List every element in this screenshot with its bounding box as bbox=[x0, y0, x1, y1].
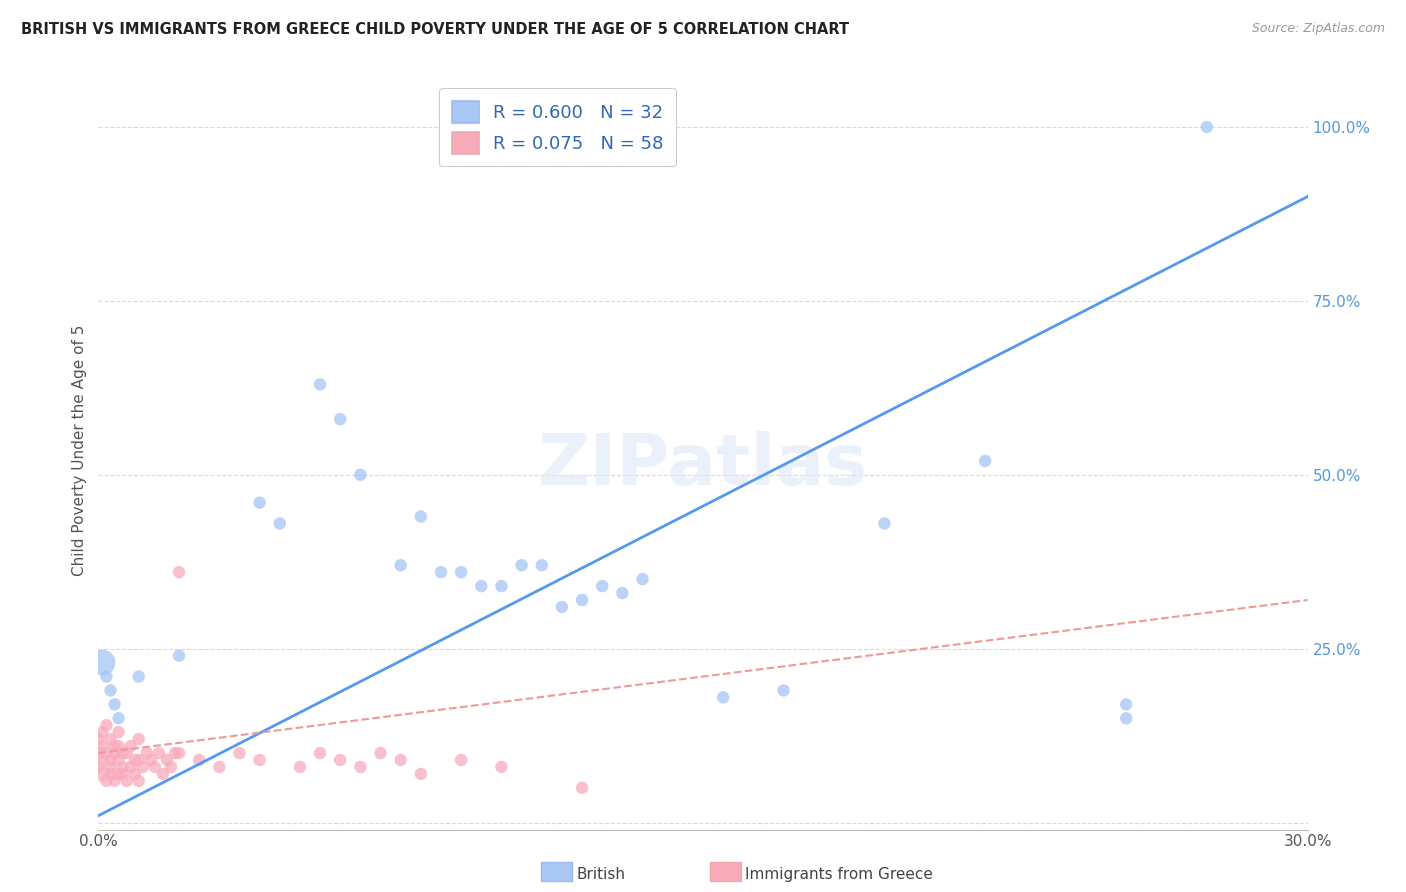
Text: Source: ZipAtlas.com: Source: ZipAtlas.com bbox=[1251, 22, 1385, 36]
Point bbox=[612, 586, 634, 600]
Point bbox=[96, 746, 118, 760]
Point bbox=[349, 467, 371, 482]
Point bbox=[430, 565, 453, 579]
Point bbox=[450, 565, 472, 579]
Point bbox=[111, 767, 134, 781]
Point bbox=[128, 732, 150, 747]
Point bbox=[772, 683, 794, 698]
Point bbox=[167, 746, 190, 760]
Point bbox=[128, 773, 150, 788]
Point bbox=[571, 780, 593, 795]
Point bbox=[128, 753, 150, 767]
Point bbox=[107, 725, 129, 739]
Point bbox=[329, 753, 352, 767]
Point bbox=[87, 760, 110, 774]
Point bbox=[873, 516, 896, 531]
Point bbox=[107, 739, 129, 753]
Point bbox=[135, 746, 157, 760]
Point bbox=[510, 558, 533, 573]
Point bbox=[450, 753, 472, 767]
Point bbox=[107, 753, 129, 767]
Point bbox=[103, 739, 125, 753]
Point bbox=[329, 412, 352, 426]
Point bbox=[120, 739, 142, 753]
Point bbox=[269, 516, 291, 531]
Text: Immigrants from Greece: Immigrants from Greece bbox=[745, 867, 934, 881]
Point bbox=[91, 656, 114, 670]
Point bbox=[1195, 120, 1218, 134]
Point bbox=[96, 669, 118, 683]
Point bbox=[409, 767, 432, 781]
Point bbox=[100, 683, 122, 698]
Point bbox=[91, 767, 114, 781]
Point bbox=[530, 558, 553, 573]
Point bbox=[107, 767, 129, 781]
Point bbox=[349, 760, 371, 774]
Point bbox=[87, 732, 110, 747]
Point bbox=[115, 746, 138, 760]
Point bbox=[228, 746, 250, 760]
Point bbox=[208, 760, 231, 774]
Point bbox=[107, 711, 129, 725]
Point bbox=[91, 753, 114, 767]
Point bbox=[309, 377, 332, 392]
Point bbox=[167, 648, 190, 663]
Point bbox=[100, 767, 122, 781]
Point bbox=[309, 746, 332, 760]
Point bbox=[103, 698, 125, 712]
Point bbox=[249, 753, 271, 767]
Point bbox=[160, 760, 183, 774]
Point bbox=[111, 746, 134, 760]
Legend: R = 0.600   N = 32, R = 0.075   N = 58: R = 0.600 N = 32, R = 0.075 N = 58 bbox=[439, 88, 676, 166]
Point bbox=[1115, 698, 1137, 712]
Point bbox=[100, 732, 122, 747]
Point bbox=[103, 746, 125, 760]
Y-axis label: Child Poverty Under the Age of 5: Child Poverty Under the Age of 5 bbox=[72, 325, 87, 576]
Point bbox=[120, 760, 142, 774]
Point bbox=[491, 760, 513, 774]
Point bbox=[389, 558, 412, 573]
Point bbox=[91, 725, 114, 739]
Point bbox=[96, 718, 118, 732]
Point bbox=[491, 579, 513, 593]
Point bbox=[1115, 711, 1137, 725]
Point bbox=[551, 599, 574, 614]
Text: ZIPatlas: ZIPatlas bbox=[538, 431, 868, 500]
Point bbox=[288, 760, 311, 774]
Point bbox=[188, 753, 211, 767]
Point bbox=[163, 746, 186, 760]
Text: British: British bbox=[576, 867, 626, 881]
Point bbox=[100, 760, 122, 774]
Point bbox=[128, 669, 150, 683]
Point bbox=[103, 773, 125, 788]
Point bbox=[370, 746, 392, 760]
Point bbox=[389, 753, 412, 767]
Point bbox=[249, 495, 271, 509]
Point bbox=[143, 760, 166, 774]
Point bbox=[148, 746, 170, 760]
Point bbox=[111, 760, 134, 774]
Point bbox=[100, 753, 122, 767]
Point bbox=[631, 572, 654, 586]
Point bbox=[409, 509, 432, 524]
Point bbox=[115, 773, 138, 788]
Point bbox=[124, 767, 146, 781]
Point bbox=[571, 593, 593, 607]
Point bbox=[139, 753, 162, 767]
Text: BRITISH VS IMMIGRANTS FROM GREECE CHILD POVERTY UNDER THE AGE OF 5 CORRELATION C: BRITISH VS IMMIGRANTS FROM GREECE CHILD … bbox=[21, 22, 849, 37]
Point bbox=[156, 753, 179, 767]
Point bbox=[132, 760, 155, 774]
Point bbox=[152, 767, 174, 781]
Point bbox=[470, 579, 492, 593]
Point bbox=[91, 739, 114, 753]
Point bbox=[974, 454, 997, 468]
Point bbox=[96, 773, 118, 788]
Point bbox=[87, 746, 110, 760]
Point bbox=[124, 753, 146, 767]
Point bbox=[711, 690, 734, 705]
Point bbox=[167, 565, 190, 579]
Point bbox=[591, 579, 613, 593]
